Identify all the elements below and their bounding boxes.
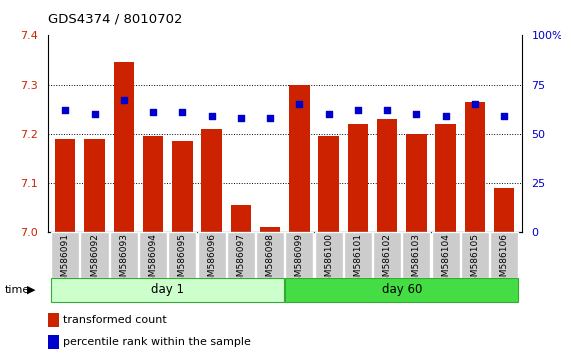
Point [500, 113, 509, 119]
Bar [406, 134, 426, 232]
Bar [84, 138, 105, 232]
FancyBboxPatch shape [80, 232, 108, 278]
FancyBboxPatch shape [402, 232, 430, 278]
Text: GSM586106: GSM586106 [500, 233, 509, 288]
Point [149, 109, 158, 115]
Point [265, 115, 274, 121]
Bar [435, 124, 456, 232]
Text: transformed count: transformed count [63, 315, 167, 325]
FancyBboxPatch shape [490, 232, 518, 278]
Bar [318, 136, 339, 232]
Bar [55, 138, 76, 232]
Text: percentile rank within the sample: percentile rank within the sample [63, 337, 251, 347]
Text: GSM586103: GSM586103 [412, 233, 421, 288]
FancyBboxPatch shape [197, 232, 226, 278]
FancyBboxPatch shape [227, 232, 255, 278]
Text: GSM586097: GSM586097 [236, 233, 245, 288]
FancyBboxPatch shape [51, 232, 79, 278]
Bar [465, 102, 485, 232]
Point [178, 109, 187, 115]
Bar [348, 124, 368, 232]
Point [353, 107, 362, 113]
FancyBboxPatch shape [256, 232, 284, 278]
FancyBboxPatch shape [373, 232, 401, 278]
Bar [289, 85, 310, 232]
Text: GSM586099: GSM586099 [295, 233, 304, 288]
Bar [172, 141, 192, 232]
Point [236, 115, 245, 121]
Text: GSM586105: GSM586105 [471, 233, 480, 288]
Text: GDS4374 / 8010702: GDS4374 / 8010702 [48, 12, 182, 25]
Point [471, 101, 480, 107]
Bar [201, 129, 222, 232]
Text: GSM586094: GSM586094 [149, 233, 158, 288]
Bar [48, 335, 58, 349]
Text: GSM586098: GSM586098 [265, 233, 274, 288]
FancyBboxPatch shape [315, 232, 343, 278]
Point [61, 107, 70, 113]
Point [119, 97, 128, 103]
Bar [377, 119, 397, 232]
Point [207, 113, 216, 119]
FancyBboxPatch shape [461, 232, 489, 278]
Text: GSM586104: GSM586104 [441, 233, 450, 288]
Bar [113, 62, 134, 232]
Text: GSM586093: GSM586093 [119, 233, 128, 288]
Point [90, 111, 99, 117]
Text: GSM586092: GSM586092 [90, 233, 99, 288]
Text: GSM586095: GSM586095 [178, 233, 187, 288]
Text: GSM586102: GSM586102 [383, 233, 392, 288]
FancyBboxPatch shape [110, 232, 138, 278]
Point [383, 107, 392, 113]
Text: GSM586101: GSM586101 [353, 233, 362, 288]
FancyBboxPatch shape [168, 232, 196, 278]
FancyBboxPatch shape [286, 232, 314, 278]
Bar [494, 188, 514, 232]
Text: GSM586100: GSM586100 [324, 233, 333, 288]
Text: day 1: day 1 [151, 283, 184, 296]
Point [324, 111, 333, 117]
Point [295, 101, 304, 107]
Point [441, 113, 450, 119]
Text: GSM586096: GSM586096 [207, 233, 216, 288]
Text: day 60: day 60 [381, 283, 422, 296]
Bar [48, 313, 58, 327]
FancyBboxPatch shape [51, 278, 284, 302]
Text: ▶: ▶ [27, 285, 35, 295]
Text: time: time [4, 285, 30, 295]
Bar [231, 205, 251, 232]
Text: GSM586091: GSM586091 [61, 233, 70, 288]
FancyBboxPatch shape [286, 278, 518, 302]
FancyBboxPatch shape [431, 232, 459, 278]
Bar [143, 136, 163, 232]
Bar [260, 227, 280, 232]
FancyBboxPatch shape [344, 232, 372, 278]
FancyBboxPatch shape [139, 232, 167, 278]
Point [412, 111, 421, 117]
